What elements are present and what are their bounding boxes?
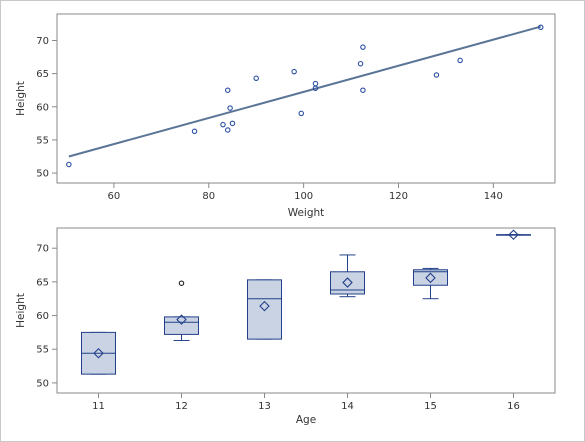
x-tick-label: 16 <box>507 401 520 412</box>
x-tick-label: 80 <box>202 191 215 202</box>
iqr-box <box>164 316 199 335</box>
y-tick-label: 50 <box>36 169 49 180</box>
x-axis-title: Age <box>296 414 316 426</box>
scatter-point <box>312 85 319 91</box>
iqr-box <box>247 279 282 340</box>
scatter-point <box>66 161 72 168</box>
x-tick-label: 100 <box>294 191 313 202</box>
scatter-point <box>227 105 233 111</box>
scatter-point <box>191 128 198 135</box>
box-group-age-15 <box>413 267 448 300</box>
x-tick-label: 13 <box>258 401 271 412</box>
y-axis-title: Height <box>15 293 27 328</box>
scatter-point <box>224 127 231 133</box>
scatter-point <box>360 87 366 93</box>
scatter-point <box>538 24 544 31</box>
outlier-point <box>178 280 185 286</box>
x-axis-title: Weight <box>288 207 325 219</box>
mean-marker <box>259 300 270 312</box>
y-tick-label: 65 <box>36 69 49 80</box>
box-group-age-13 <box>247 279 282 340</box>
scatter-point <box>253 75 259 82</box>
box-group-age-12 <box>164 280 199 341</box>
y-tick-label: 65 <box>36 277 49 288</box>
mean-marker <box>425 272 436 284</box>
x-tick-label: 11 <box>92 401 105 412</box>
scatter-point <box>457 57 463 64</box>
iqr-box <box>413 269 448 286</box>
scatter-point <box>291 68 297 75</box>
box-group-age-16 <box>496 229 531 241</box>
box-group-age-11 <box>81 331 116 375</box>
mean-marker <box>508 229 519 241</box>
scatter-point <box>360 44 366 50</box>
y-tick-label: 60 <box>36 102 49 113</box>
y-tick-label: 70 <box>36 244 49 255</box>
boxplot-area <box>56 227 556 394</box>
y-tick-label: 55 <box>36 135 49 146</box>
box-group-age-14 <box>330 254 365 298</box>
scatter-point <box>298 110 305 117</box>
scatter-point <box>433 72 440 78</box>
y-tick-label: 50 <box>36 378 49 389</box>
y-tick-label: 60 <box>36 311 49 322</box>
x-tick-label: 12 <box>175 401 188 412</box>
y-tick-label: 55 <box>36 345 49 356</box>
scatter-point <box>229 120 236 127</box>
x-tick-label: 60 <box>108 191 121 202</box>
x-tick-label: 120 <box>389 191 408 202</box>
x-tick-label: 14 <box>341 401 354 412</box>
y-tick-label: 70 <box>36 36 49 47</box>
mean-marker <box>176 314 187 325</box>
scatter-point <box>224 87 231 93</box>
mean-marker <box>93 347 104 359</box>
x-tick-label: 15 <box>424 401 437 412</box>
scatter-point <box>220 121 226 128</box>
scatter-point <box>357 60 364 67</box>
regression-line <box>68 25 542 158</box>
x-tick-label: 140 <box>484 191 503 202</box>
y-axis-title: Height <box>15 81 27 116</box>
iqr-box <box>330 271 365 295</box>
scatter-plot-area <box>56 13 556 184</box>
mean-marker <box>342 277 353 288</box>
